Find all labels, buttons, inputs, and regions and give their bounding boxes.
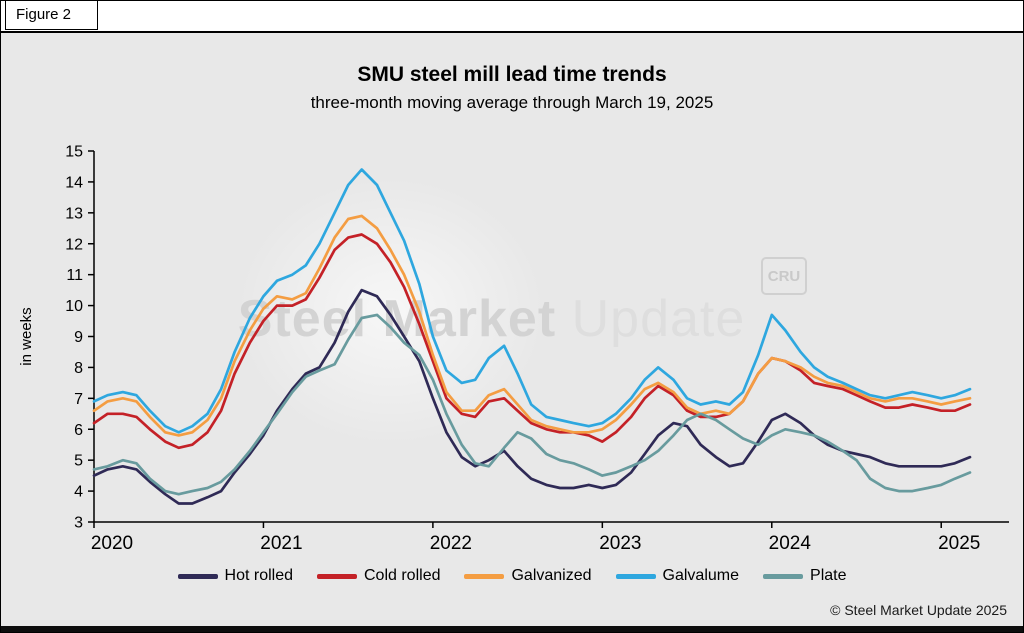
series-line-galvanized: [92, 214, 972, 437]
x-tick-label: 2022: [430, 533, 472, 554]
y-tick-label: 13: [65, 205, 83, 222]
legend-swatch-hot-rolled: [177, 573, 218, 579]
y-tick-label: 5: [74, 453, 83, 470]
y-tick-label: 9: [74, 329, 83, 346]
y-tick-label: 14: [65, 174, 83, 191]
legend-swatch-cold-rolled: [317, 573, 357, 579]
legend-item-hot-rolled: Hot rolled: [177, 567, 293, 585]
y-tick-label: 15: [65, 144, 83, 161]
x-tick-label: 2023: [599, 533, 641, 554]
series-line-cold-rolled: [92, 233, 972, 450]
legend-swatch-galvanized: [464, 573, 505, 579]
y-tick-label: 3: [74, 515, 83, 532]
watermark-text-light: Update: [556, 290, 746, 348]
legend-item-cold-rolled: Cold rolled: [317, 567, 440, 585]
y-tick-label: 11: [66, 267, 83, 284]
chart-legend: Hot rolled Cold rolled Galvanized Galvalume…: [1, 567, 1023, 585]
chart-title: SMU steel mill lead time trends: [357, 63, 667, 86]
y-tick-label: 8: [74, 360, 83, 377]
y-tick-label: 10: [65, 298, 83, 315]
series-line-plate: [92, 313, 972, 496]
series-line-hot-rolled: [92, 288, 972, 505]
y-tick-label: 4: [74, 484, 83, 501]
legend-label-hot-rolled: Hot rolled: [224, 567, 293, 584]
lead-time-chart: 3 4 5 6 7 8 9 10 11 12 13 14 15 2020 2021 2022 2023 2024 2…: [18, 144, 1009, 554]
x-tick-label: 2020: [91, 533, 133, 554]
legend-item-plate: Plate: [763, 567, 846, 585]
y-tick-label: 7: [74, 391, 83, 408]
y-tick-label: 6: [74, 422, 83, 439]
legend-item-galvanized: Galvanized: [464, 567, 592, 585]
cru-logo: CRU: [761, 257, 807, 295]
x-tick-label: 2021: [260, 533, 302, 554]
figure-label: Figure 2: [5, 1, 99, 30]
legend-label-cold-rolled: Cold rolled: [364, 567, 441, 584]
x-tick-label: 2025: [938, 533, 980, 554]
bottom-bar: [1, 626, 1023, 632]
legend-swatch-plate: [763, 573, 804, 579]
x-tick-label: 2024: [769, 533, 812, 554]
y-tick-label: 12: [65, 236, 83, 253]
copyright-text: © Steel Market Update 2025: [830, 602, 1007, 618]
legend-label-galvalume: Galvalume: [662, 567, 740, 584]
legend-swatch-galvalume: [615, 573, 656, 579]
legend-item-galvalume: Galvalume: [615, 567, 740, 585]
legend-label-plate: Plate: [810, 567, 847, 584]
chart-subtitle: three-month moving average through March…: [310, 93, 714, 112]
y-axis-title: in weeks: [18, 307, 35, 365]
legend-label-galvanized: Galvanized: [511, 567, 592, 584]
series-line-galvalume: [92, 168, 972, 434]
